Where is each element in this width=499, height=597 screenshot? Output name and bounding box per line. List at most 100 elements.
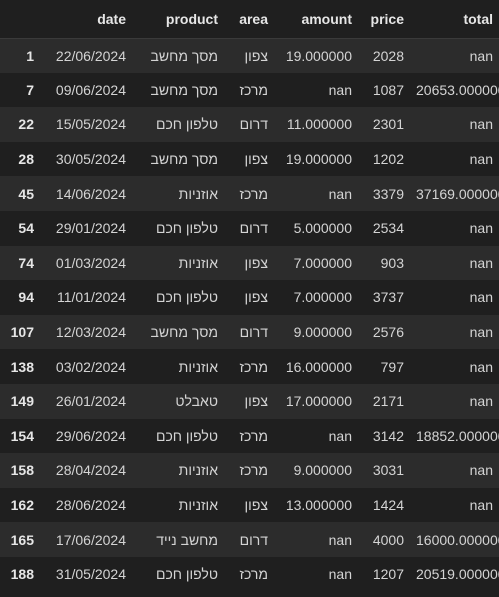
table-row: 94 11/01/2024 טלפון חכם צפון 7.000000 3737 nan: [0, 280, 499, 315]
total-cell: nan: [469, 462, 493, 479]
area-cell: צפון: [244, 393, 268, 410]
total-cell: nan: [469, 289, 493, 306]
price-cell: 1202: [372, 151, 404, 168]
table-row: 162 28/06/2024 אוזניות צפון 13.000000 1424 nan: [0, 487, 499, 523]
total-cell: 20653.000000: [416, 81, 499, 98]
table-row: 149 26/01/2024 טאבלט צפון 17.000000 2171 nan: [0, 383, 499, 419]
price-cell: 3031: [372, 462, 404, 479]
row-index-cell: 22: [18, 116, 34, 133]
table-row: 22 15/05/2024 טלפון חכם דרום 11.000000 2301 na…: [0, 107, 499, 142]
amount-cell: 5.000000: [293, 220, 352, 237]
row-index-cell: 154: [10, 427, 34, 444]
area-cell: צפון: [244, 151, 268, 168]
row-index-cell: 188: [10, 566, 34, 583]
date-cell: 11/01/2024: [56, 289, 126, 306]
column-header-product: product: [165, 10, 218, 27]
total-cell: nan: [469, 358, 493, 375]
price-cell: 2028: [372, 47, 404, 64]
row-index-cell: 54: [18, 220, 34, 237]
area-cell: מרכז: [239, 427, 268, 444]
date-cell: 17/06/2024: [55, 531, 126, 548]
row-index-cell: 165: [10, 531, 34, 548]
total-cell: 18852.000000: [416, 427, 499, 444]
table-row: 107 12/03/2024 מסך מחשב דרום 9.000000 2576 nan: [0, 314, 499, 350]
date-cell: 31/05/2024: [55, 566, 126, 583]
total-cell: nan: [469, 254, 493, 271]
total-cell: nan: [469, 497, 493, 514]
area-cell: דרום: [239, 220, 268, 237]
date-cell: 12/03/2024: [55, 324, 126, 341]
price-cell: 2534: [372, 220, 404, 237]
amount-cell: 7.000000: [293, 289, 352, 306]
area-cell: דרום: [239, 116, 268, 133]
amount-cell: 17.000000: [285, 393, 352, 410]
total-cell: nan: [469, 151, 493, 168]
area-cell: צפון: [244, 497, 268, 514]
column-header-date: date: [97, 10, 126, 27]
price-cell: 2171: [372, 393, 404, 410]
table-row: 138 03/02/2024 אוזניות מרכז 16.000000 797 nan: [0, 349, 499, 384]
amount-cell: 11.000000: [286, 116, 352, 133]
product-cell: טלפון חכם: [155, 116, 218, 133]
price-cell: 1424: [372, 497, 404, 514]
date-cell: 15/05/2024: [55, 116, 126, 133]
product-cell: מחשב נייד: [156, 531, 218, 548]
table-row: 45 14/06/2024 אוזניות מרכז nan 3379 37169.0000…: [0, 176, 499, 211]
total-cell: 37169.000000: [416, 185, 499, 202]
table-header: date product area amount price total: [0, 0, 499, 38]
total-cell: nan: [469, 47, 493, 64]
amount-cell: nan: [328, 566, 352, 583]
price-cell: 3142: [372, 427, 404, 444]
table-row: 28 30/05/2024 מסך מחשב צפון 19.000000 1202 nan: [0, 141, 499, 177]
amount-cell: nan: [328, 427, 352, 444]
table-row: 158 28/04/2024 אוזניות מרכז 9.000000 3031 nan: [0, 453, 499, 488]
table-row: 54 29/01/2024 טלפון חכם דרום 5.000000 2534 nan: [0, 210, 499, 246]
date-cell: 28/06/2024: [55, 497, 126, 514]
row-index-cell: 74: [18, 254, 34, 271]
column-header-total: total: [463, 10, 493, 27]
area-cell: צפון: [244, 254, 268, 271]
product-cell: מסך מחשב: [150, 81, 218, 98]
product-cell: טלפון חכם: [155, 566, 218, 583]
amount-cell: 9.000000: [293, 462, 352, 479]
total-cell: nan: [469, 220, 493, 237]
table-row: 165 17/06/2024 מחשב נייד דרום nan 4000 16000.0…: [0, 522, 499, 557]
column-header-index: [0, 0, 38, 38]
table-row: 1 22/06/2024 מסך מחשב צפון 19.000000 2028 nan: [0, 38, 499, 73]
product-cell: מסך מחשב: [150, 151, 218, 168]
row-index-cell: 7: [26, 81, 34, 98]
price-cell: 797: [380, 358, 404, 375]
product-cell: אוזניות: [178, 254, 218, 271]
total-cell: 16000.000000: [416, 531, 499, 548]
amount-cell: 19.000000: [285, 47, 352, 64]
price-cell: 1207: [372, 566, 404, 583]
date-cell: 22/06/2024: [55, 47, 126, 64]
product-cell: אוזניות: [178, 358, 218, 375]
row-index-cell: 107: [10, 324, 34, 341]
area-cell: מרכז: [239, 185, 268, 202]
area-cell: דרום: [239, 324, 268, 341]
row-index-cell: 149: [10, 393, 34, 410]
product-cell: אוזניות: [178, 185, 218, 202]
area-cell: מרכז: [239, 81, 268, 98]
total-cell: nan: [469, 324, 493, 341]
date-cell: 26/01/2024: [55, 393, 126, 410]
date-cell: 03/02/2024: [55, 358, 126, 375]
amount-cell: nan: [328, 185, 352, 202]
product-cell: מסך מחשב: [150, 47, 218, 64]
product-cell: אוזניות: [178, 462, 218, 479]
date-cell: 28/04/2024: [55, 462, 126, 479]
table-row: 74 01/03/2024 אוזניות צפון 7.000000 903 nan: [0, 245, 499, 281]
price-cell: 1087: [372, 81, 404, 98]
product-cell: טלפון חכם: [155, 289, 218, 306]
column-header-area: area: [239, 10, 268, 27]
column-header-amount: amount: [301, 10, 352, 27]
product-cell: מסך מחשב: [150, 324, 218, 341]
row-index-cell: 158: [10, 462, 34, 479]
amount-cell: nan: [328, 81, 352, 98]
product-cell: טלפון חכם: [155, 220, 218, 237]
price-cell: 903: [380, 254, 404, 271]
area-cell: צפון: [244, 47, 268, 64]
